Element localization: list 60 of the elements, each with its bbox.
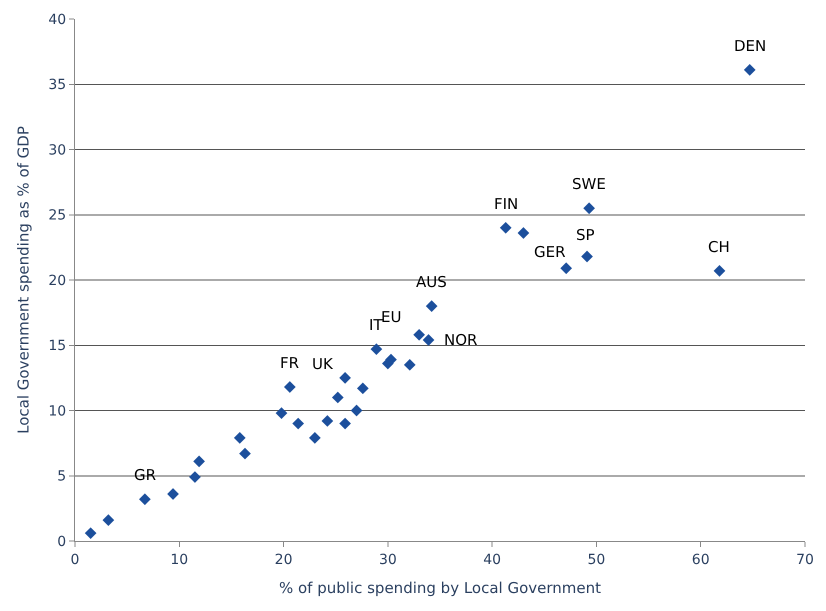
x-tick-label: 0 xyxy=(70,552,80,568)
point xyxy=(581,250,593,262)
point xyxy=(339,372,351,384)
point xyxy=(193,456,205,468)
y-tick-label: 35 xyxy=(48,77,66,94)
point xyxy=(234,432,246,444)
x-tick-label: 40 xyxy=(483,552,502,568)
annotation: FR xyxy=(280,354,300,372)
x-tick-label: 10 xyxy=(170,552,188,568)
point xyxy=(322,415,334,427)
point xyxy=(139,493,151,506)
point xyxy=(356,382,369,394)
point xyxy=(339,418,351,430)
point xyxy=(167,488,179,500)
point xyxy=(422,334,434,346)
annotation: SWE xyxy=(572,175,606,193)
y-tick-label: 25 xyxy=(48,208,66,224)
annotation: DEN xyxy=(734,37,766,55)
point xyxy=(500,222,512,234)
y-tick-label: 20 xyxy=(48,272,66,289)
point xyxy=(332,392,344,404)
point xyxy=(239,448,251,460)
annotation: EU xyxy=(381,308,402,326)
y-tick-label: 5 xyxy=(57,468,66,485)
point xyxy=(292,418,304,430)
y-tick-label: 15 xyxy=(48,338,66,354)
point xyxy=(413,328,425,341)
x-tick-label: 50 xyxy=(588,552,606,568)
annotation: IT xyxy=(369,316,384,334)
x-axis-title: % of public spending by Local Government xyxy=(278,578,602,597)
point xyxy=(370,343,382,356)
annotation: NOR xyxy=(444,331,478,349)
y-tick-label: 40 xyxy=(48,12,66,28)
point xyxy=(744,64,756,76)
point xyxy=(426,300,438,312)
annotation: CH xyxy=(708,238,730,256)
point xyxy=(84,527,96,540)
x-tick-label: 60 xyxy=(692,552,710,568)
y-tick-label: 30 xyxy=(48,142,66,158)
y-tick-label: 10 xyxy=(48,403,66,420)
point xyxy=(560,262,572,274)
point xyxy=(714,265,726,277)
x-tick-label: 70 xyxy=(796,552,814,568)
point xyxy=(284,381,296,393)
y-axis-title: Local Government spending as % of GDP xyxy=(14,126,33,434)
x-tick-label: 20 xyxy=(274,552,292,568)
point xyxy=(350,404,362,416)
point xyxy=(276,407,288,419)
annotation: FIN xyxy=(494,195,518,213)
point xyxy=(404,358,416,371)
point xyxy=(189,471,201,483)
x-tick-label: 30 xyxy=(378,552,397,568)
y-tick-label: 0 xyxy=(57,534,66,550)
annotation: SP xyxy=(576,226,595,244)
point xyxy=(583,202,595,214)
point xyxy=(102,514,114,526)
point xyxy=(518,227,530,239)
point xyxy=(309,432,321,444)
annotation: UK xyxy=(312,355,334,373)
annotation: GER xyxy=(534,243,566,261)
